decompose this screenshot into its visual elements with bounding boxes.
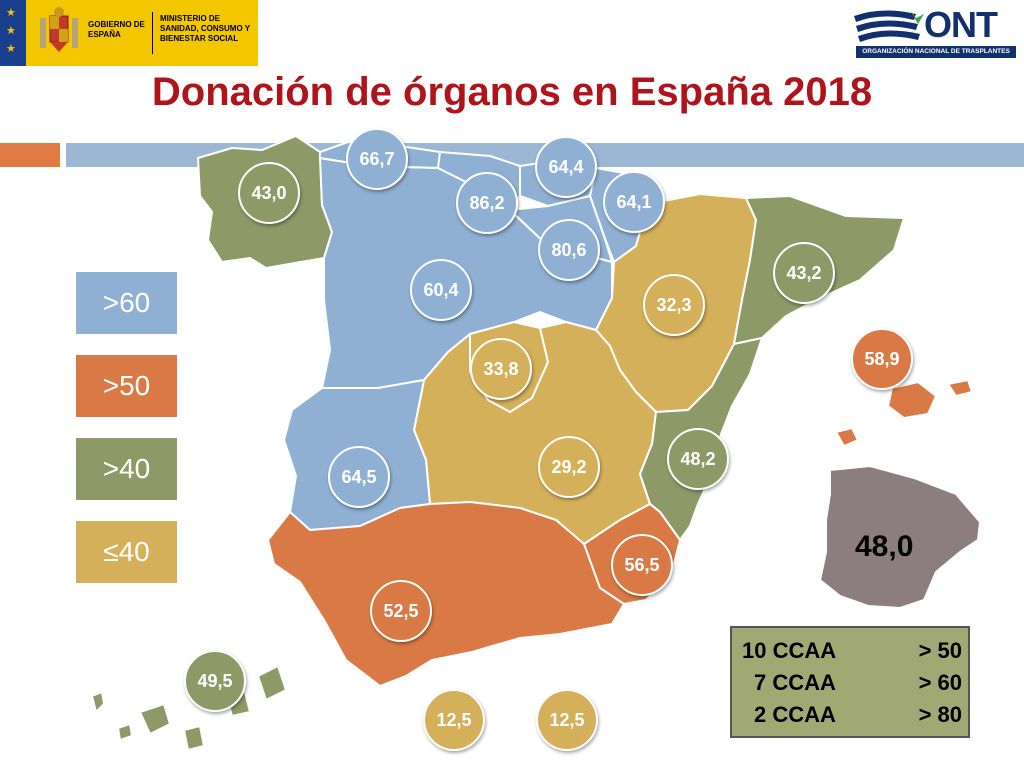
national-inset-map — [819, 465, 981, 609]
value-bubble-aragon: 32,3 — [643, 274, 705, 336]
summary-row: 2 CCAA > 80 — [742, 702, 962, 730]
region-andalucia — [267, 501, 625, 687]
government-name: GOBIERNO DE ESPAÑA — [88, 20, 145, 39]
government-logo: ★ ★ ★ GOBIERNO DE ESPAÑA MINISTERIO DE S… — [0, 0, 258, 66]
legend-item-gt50: >50 — [76, 355, 177, 417]
ont-logo: ONT ORGANIZACIÓN NACIONAL DE TRASPLANTES — [852, 4, 1020, 60]
page-title: Donación de órganos en España 2018 — [151, 70, 873, 114]
region-canarias-1 — [91, 691, 105, 713]
legend-item-le40: ≤40 — [76, 521, 177, 583]
summary-count: 2 CCAA — [754, 702, 836, 727]
ministry-name: MINISTERIO DE SANIDAD, CONSUMO Y BIENEST… — [160, 14, 250, 43]
ont-wordmark: ONT — [924, 4, 998, 45]
value-bubble-castilla-leon: 60,4 — [410, 259, 472, 321]
region-canarias-3 — [139, 703, 171, 735]
summary-count: 10 CCAA — [742, 638, 837, 663]
eu-flag-bar: ★ ★ ★ — [0, 0, 26, 66]
value-bubble-pais-vasco: 64,4 — [535, 136, 597, 198]
region-canarias-4 — [183, 725, 205, 751]
value-bubble-canarias: 49,5 — [184, 650, 246, 712]
value-bubble-la-rioja: 80,6 — [538, 219, 600, 281]
value-bubble-melilla: 12,5 — [536, 689, 598, 751]
summary-threshold: > 80 — [918, 702, 962, 727]
star-icon: ★ — [6, 25, 16, 37]
region-baleares-ibiza — [835, 427, 859, 447]
title-rule-accent — [0, 143, 60, 167]
region-canarias-2 — [117, 723, 133, 741]
value-bubble-ceuta: 12,5 — [423, 689, 485, 751]
value-bubble-castilla-la-mancha: 29,2 — [538, 436, 600, 498]
national-rate: 48,0 — [855, 530, 914, 563]
legend-item-gt60: >60 — [76, 272, 177, 334]
value-bubble-murcia: 56,5 — [611, 534, 673, 596]
summary-count: 7 CCAA — [754, 670, 836, 695]
coat-of-arms-icon — [40, 7, 78, 52]
value-bubble-baleares: 58,9 — [851, 328, 913, 390]
summary-row: 10 CCAA > 50 — [742, 638, 962, 666]
value-bubble-cataluna: 43,2 — [773, 242, 835, 304]
summary-box: 10 CCAA > 50 7 CCAA > 60 2 CCAA > 80 — [730, 626, 970, 738]
summary-threshold: > 60 — [918, 670, 962, 695]
logo-divider — [152, 12, 153, 54]
header: ★ ★ ★ GOBIERNO DE ESPAÑA MINISTERIO DE S… — [0, 0, 1024, 66]
ont-swoosh-icon — [854, 10, 924, 42]
region-canarias-6 — [257, 665, 287, 701]
region-baleares-menorca — [947, 379, 973, 397]
value-bubble-navarra: 64,1 — [603, 171, 665, 233]
summary-row: 7 CCAA > 60 — [742, 670, 962, 698]
star-icon: ★ — [6, 43, 16, 55]
value-bubble-asturias: 66,7 — [346, 128, 408, 190]
value-bubble-andalucia: 52,5 — [370, 580, 432, 642]
value-bubble-madrid: 33,8 — [470, 338, 532, 400]
value-bubble-cantabria: 86,2 — [456, 172, 518, 234]
value-bubble-valencia: 48,2 — [667, 428, 729, 490]
star-icon: ★ — [6, 7, 16, 19]
ont-full-name: ORGANIZACIÓN NACIONAL DE TRASPLANTES — [856, 46, 1016, 58]
region-baleares — [887, 381, 937, 419]
legend-item-gt40: >40 — [76, 438, 177, 500]
summary-threshold: > 50 — [918, 638, 962, 663]
value-bubble-galicia: 43,0 — [238, 162, 300, 224]
value-bubble-extremadura: 64,5 — [328, 446, 390, 508]
